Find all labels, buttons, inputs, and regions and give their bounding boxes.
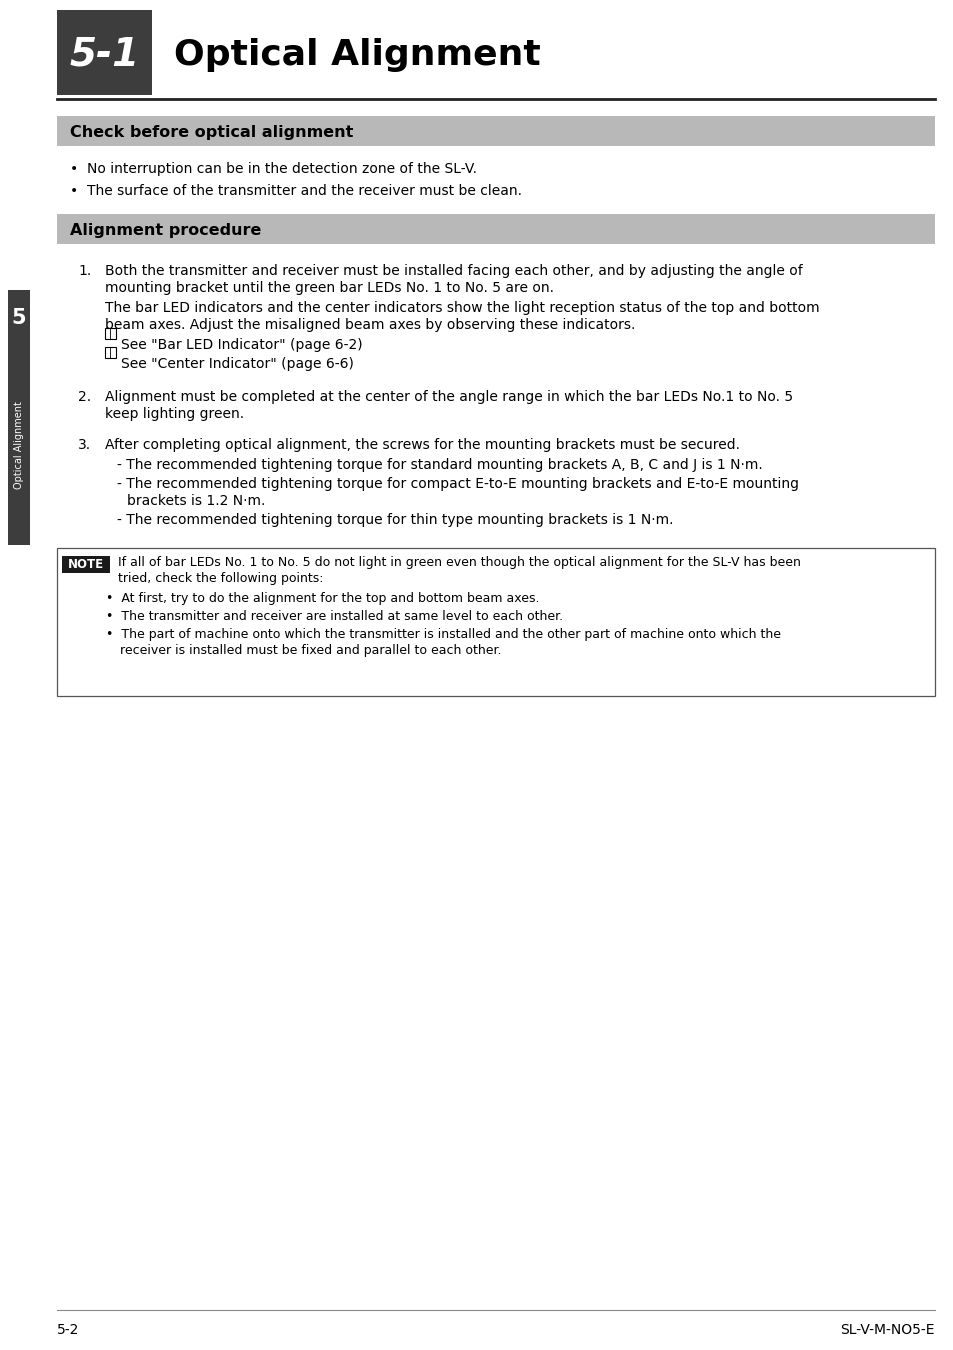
Text: •  The transmitter and receiver are installed at same level to each other.: • The transmitter and receiver are insta… (106, 610, 562, 622)
Text: 5-2: 5-2 (57, 1323, 79, 1336)
Text: - The recommended tightening torque for thin type mounting brackets is 1 N·m.: - The recommended tightening torque for … (117, 513, 673, 526)
Text: The bar LED indicators and the center indicators show the light reception status: The bar LED indicators and the center in… (105, 301, 819, 315)
Text: 5-1: 5-1 (70, 35, 139, 73)
Bar (57, 548, 934, 697)
Bar (57, 9, 152, 94)
Bar (62, 556, 110, 572)
Text: beam axes. Adjust the misaligned beam axes by observing these indicators.: beam axes. Adjust the misaligned beam ax… (105, 319, 635, 332)
Bar (57, 116, 934, 146)
Text: •  The surface of the transmitter and the receiver must be clean.: • The surface of the transmitter and the… (70, 184, 521, 198)
Text: keep lighting green.: keep lighting green. (105, 406, 244, 421)
Text: Alignment must be completed at the center of the angle range in which the bar LE: Alignment must be completed at the cente… (105, 390, 792, 404)
Text: brackets is 1.2 N·m.: brackets is 1.2 N·m. (127, 494, 265, 508)
Text: 1.: 1. (78, 265, 91, 278)
Text: SL-V-M-NO5-E: SL-V-M-NO5-E (840, 1323, 934, 1336)
Bar (105, 328, 116, 339)
Text: receiver is installed must be fixed and parallel to each other.: receiver is installed must be fixed and … (120, 644, 501, 657)
Bar (105, 347, 116, 358)
Text: 5: 5 (11, 308, 27, 328)
Text: - The recommended tightening torque for compact E-to-E mounting brackets and E-t: - The recommended tightening torque for … (117, 477, 799, 491)
Bar (8, 290, 30, 545)
Text: Check before optical alignment: Check before optical alignment (70, 124, 353, 139)
Text: - The recommended tightening torque for standard mounting brackets A, B, C and J: - The recommended tightening torque for … (117, 458, 762, 472)
Text: If all of bar LEDs No. 1 to No. 5 do not light in green even though the optical : If all of bar LEDs No. 1 to No. 5 do not… (118, 556, 800, 568)
Text: tried, check the following points:: tried, check the following points: (118, 572, 323, 585)
Text: Both the transmitter and receiver must be installed facing each other, and by ad: Both the transmitter and receiver must b… (105, 265, 801, 278)
Text: 2.: 2. (78, 390, 91, 404)
Text: See "Bar LED Indicator" (page 6-2): See "Bar LED Indicator" (page 6-2) (121, 338, 362, 352)
Text: See "Center Indicator" (page 6-6): See "Center Indicator" (page 6-6) (121, 356, 354, 371)
Text: •  At first, try to do the alignment for the top and bottom beam axes.: • At first, try to do the alignment for … (106, 593, 539, 605)
Text: •  No interruption can be in the detection zone of the SL-V.: • No interruption can be in the detectio… (70, 162, 476, 176)
Text: Alignment procedure: Alignment procedure (70, 223, 261, 238)
Text: Optical Alignment: Optical Alignment (14, 401, 24, 489)
Text: 3.: 3. (78, 437, 91, 452)
Text: After completing optical alignment, the screws for the mounting brackets must be: After completing optical alignment, the … (105, 437, 740, 452)
Bar (57, 215, 934, 244)
Text: NOTE: NOTE (68, 559, 104, 571)
Text: mounting bracket until the green bar LEDs No. 1 to No. 5 are on.: mounting bracket until the green bar LED… (105, 281, 554, 296)
Text: Optical Alignment: Optical Alignment (173, 38, 540, 72)
Text: •  The part of machine onto which the transmitter is installed and the other par: • The part of machine onto which the tra… (106, 628, 781, 641)
